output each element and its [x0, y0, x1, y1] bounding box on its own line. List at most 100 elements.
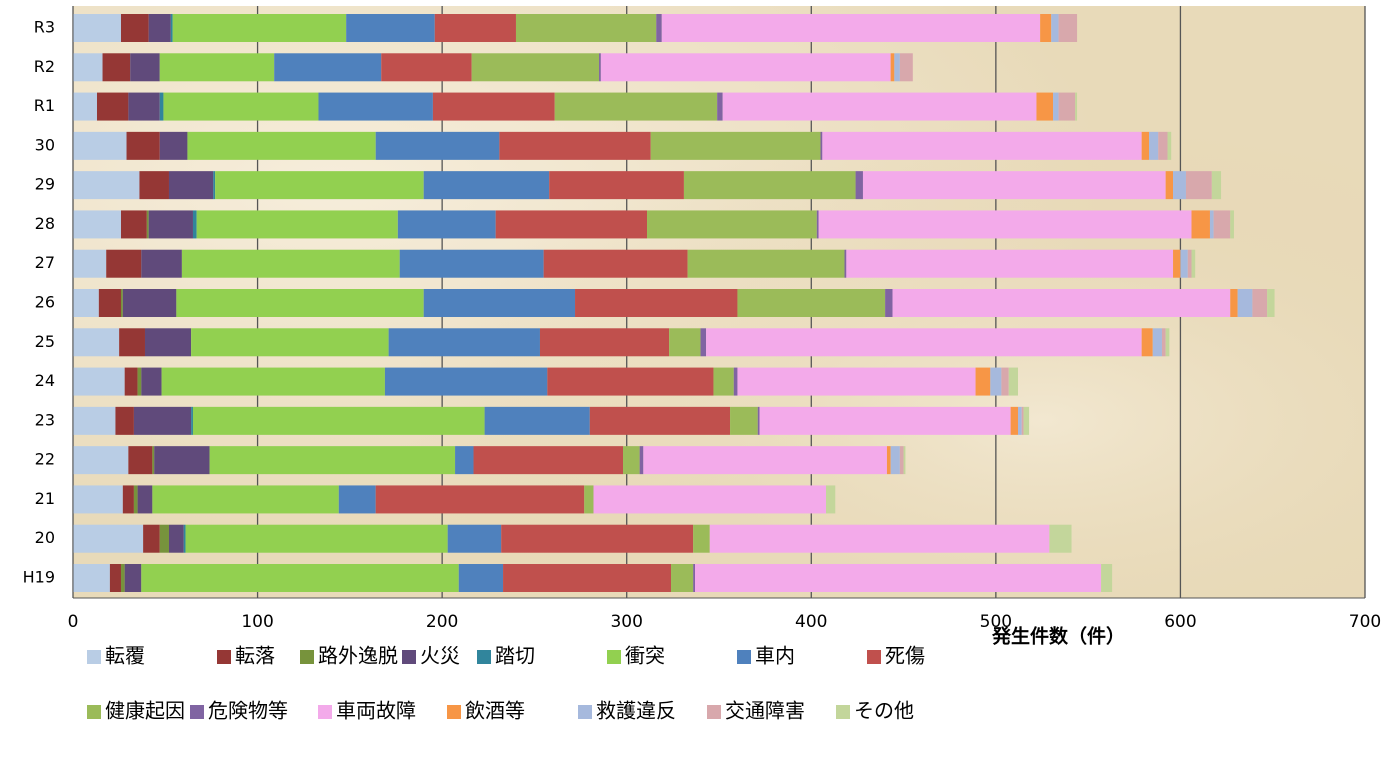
legend-label: 転落	[235, 644, 275, 668]
bar-segment	[73, 92, 97, 121]
x-tick-label: 500	[980, 612, 1012, 632]
bar-segment	[515, 14, 657, 42]
bar-segment	[543, 249, 688, 278]
x-tick-label: 600	[1164, 612, 1196, 632]
bar-segment	[693, 524, 710, 553]
bar-segment	[650, 131, 821, 160]
bar-segment	[892, 289, 1231, 317]
bar-segment	[1021, 406, 1024, 435]
bar-segment	[181, 249, 400, 278]
bar-segment	[1237, 289, 1253, 317]
bar-segment	[73, 289, 99, 317]
bar-segment	[168, 171, 214, 200]
legend-label: 衝突	[625, 644, 665, 668]
bar-segment	[846, 249, 1174, 278]
bar-segment	[213, 171, 216, 200]
bar-segment	[844, 249, 847, 278]
bar-segment	[816, 210, 819, 239]
bar-segment	[137, 485, 153, 514]
bar-segment	[96, 92, 129, 121]
bar-segment	[1209, 210, 1214, 239]
bar-segment	[1165, 328, 1170, 357]
bar-segment	[152, 446, 155, 475]
bar-segment	[159, 524, 169, 553]
bar-segment	[503, 564, 672, 592]
bar-segment	[584, 485, 594, 514]
bar-segment	[161, 367, 385, 396]
bar-segment	[434, 14, 516, 42]
bar-segment	[600, 53, 891, 82]
bar-segment	[554, 92, 718, 121]
x-tick-label: 300	[610, 612, 642, 632]
bar-segment	[159, 53, 275, 82]
bar-segment	[1191, 249, 1196, 278]
bar-segment	[124, 367, 138, 396]
bar-segment	[176, 289, 424, 317]
bar-segment	[73, 171, 140, 200]
bar-segment	[1010, 406, 1019, 435]
bar-segment	[159, 92, 164, 121]
bar-segment	[388, 328, 540, 357]
x-axis-label: 発生件数（件）	[991, 625, 1125, 648]
bar-segment	[73, 446, 129, 475]
legend-swatch	[477, 650, 491, 664]
y-tick-label: 26	[35, 293, 55, 312]
bar-segment	[458, 564, 504, 592]
bar-segment	[106, 249, 142, 278]
bar-segment	[130, 53, 160, 82]
bar-segment	[1158, 131, 1168, 160]
bar-segment	[432, 92, 555, 121]
x-tick-label: 700	[1349, 612, 1381, 632]
bar-segment	[1185, 171, 1212, 200]
y-tick-label: 22	[35, 450, 55, 469]
bar-segment	[375, 131, 500, 160]
bar-segment	[447, 524, 502, 553]
bar-segment	[549, 171, 684, 200]
bar-segment	[185, 524, 448, 553]
bar-segment	[1165, 171, 1174, 200]
bar-segment	[168, 524, 184, 553]
bar-segment	[146, 210, 149, 239]
bar-segment	[124, 564, 142, 592]
bar-segment	[1161, 328, 1166, 357]
legend-label: 路外逸脱	[318, 644, 398, 668]
bar-segment	[1252, 289, 1268, 317]
bar-segment	[695, 564, 1102, 592]
legend-label: 危険物等	[208, 699, 288, 723]
bar-segment	[1023, 406, 1030, 435]
bar-segment	[109, 564, 121, 592]
bar-segment	[141, 564, 459, 592]
bar-segment	[133, 406, 192, 435]
bar-segment	[1001, 367, 1009, 396]
bar-segment	[683, 171, 856, 200]
bar-segment	[120, 564, 125, 592]
bar-segment	[820, 131, 823, 160]
legend-swatch	[447, 705, 461, 719]
bar-segment	[137, 367, 142, 396]
bar-segment	[148, 210, 193, 239]
bar-segment	[187, 131, 376, 160]
x-tick-label: 400	[795, 612, 827, 632]
bar-segment	[119, 328, 145, 357]
bar-segment	[473, 446, 624, 475]
bar-segment	[1213, 210, 1231, 239]
bar-segment	[115, 406, 134, 435]
bar-segment	[1180, 249, 1188, 278]
bar-segment	[722, 92, 1037, 121]
y-tick-label: 23	[35, 410, 55, 429]
legend-label: 健康起因	[105, 699, 185, 723]
bar-segment	[191, 406, 193, 435]
legend-swatch	[87, 650, 101, 664]
bar-segment	[397, 210, 496, 239]
bar-segment	[706, 328, 1142, 357]
bar-segment	[733, 367, 738, 396]
bar-segment	[73, 367, 125, 396]
bar-segment	[1167, 131, 1172, 160]
bar-segment	[713, 367, 734, 396]
bar-segment	[73, 328, 120, 357]
bar-segment	[183, 524, 186, 553]
bar-segment	[656, 14, 662, 42]
bar-segment	[73, 53, 103, 82]
bar-segment	[318, 92, 433, 121]
